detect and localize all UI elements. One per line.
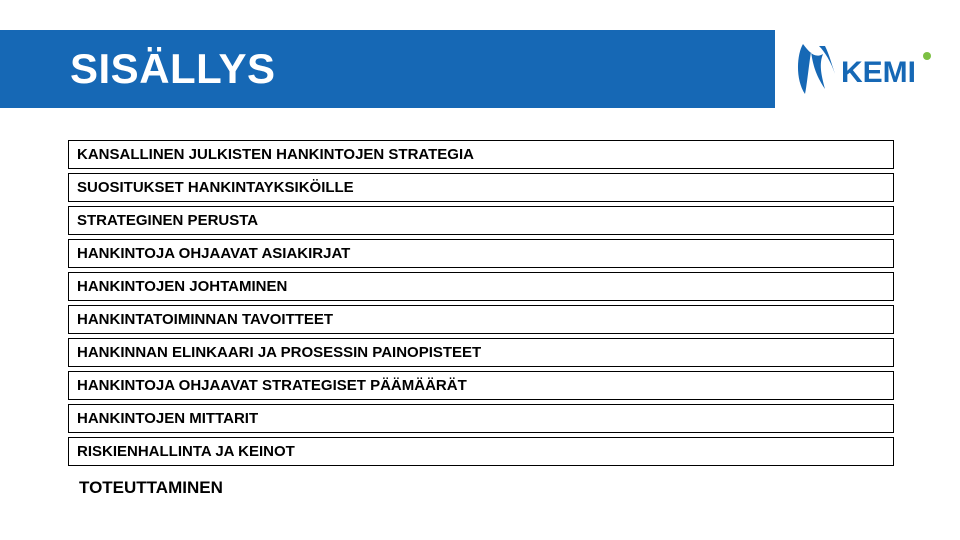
toc-item: SUOSITUKSET HANKINTAYKSIKÖILLE [68, 173, 894, 202]
toc-item: HANKINTATOIMINNAN TAVOITTEET [68, 305, 894, 334]
toc-item: STRATEGINEN PERUSTA [68, 206, 894, 235]
toc-item: HANKINTOJA OHJAAVAT STRATEGISET PÄÄMÄÄRÄ… [68, 371, 894, 400]
kemi-logo-svg: KEMI [785, 34, 945, 104]
toc-item: TOTEUTTAMINEN [71, 470, 894, 503]
brand-logo: KEMI [780, 30, 950, 108]
logo-text: KEMI [841, 56, 916, 89]
toc-item: HANKINTOJEN MITTARIT [68, 404, 894, 433]
toc-item: KANSALLINEN JULKISTEN HANKINTOJEN STRATE… [68, 140, 894, 169]
logo-accent-dot [923, 52, 931, 60]
toc-item: RISKIENHALLINTA JA KEINOT [68, 437, 894, 466]
toc-item: HANKINTOJA OHJAAVAT ASIAKIRJAT [68, 239, 894, 268]
toc-item: HANKINTOJEN JOHTAMINEN [68, 272, 894, 301]
table-of-contents: KANSALLINEN JULKISTEN HANKINTOJEN STRATE… [68, 140, 894, 507]
page-title: SISÄLLYS [70, 45, 276, 93]
toc-item: HANKINNAN ELINKAARI JA PROSESSIN PAINOPI… [68, 338, 894, 367]
header-bar: SISÄLLYS [0, 30, 775, 108]
